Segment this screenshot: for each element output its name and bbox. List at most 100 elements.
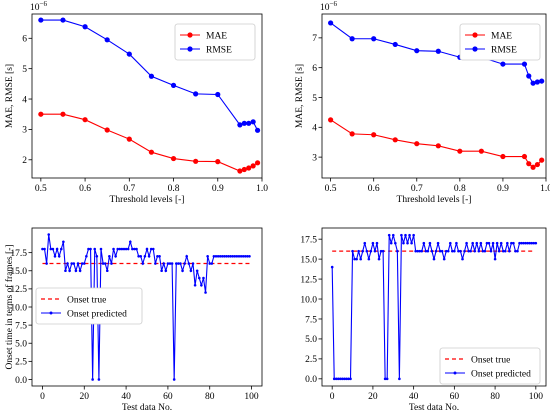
plot-frame	[321, 227, 547, 387]
data-point	[185, 254, 189, 258]
data-point	[347, 377, 350, 381]
data-point	[361, 249, 365, 253]
data-point	[435, 143, 441, 149]
data-point	[377, 257, 381, 261]
x-tick-label: 0.8	[454, 184, 466, 194]
series-rmse	[38, 17, 261, 133]
data-point	[154, 262, 157, 265]
data-point	[491, 241, 495, 245]
data-point	[508, 249, 511, 253]
data-point	[539, 78, 545, 84]
data-point	[105, 269, 109, 273]
data-point	[89, 247, 92, 251]
y-tick-label: 0.0	[15, 376, 27, 386]
x-tick-label: 0.9	[497, 184, 509, 194]
data-point	[453, 249, 456, 253]
data-point	[64, 269, 67, 273]
data-point	[135, 247, 138, 251]
data-point	[328, 20, 334, 26]
legend-label: Onset true	[471, 355, 510, 365]
data-point	[365, 249, 369, 253]
legend: MAE RMSE	[174, 23, 256, 61]
data-point	[82, 117, 88, 123]
data-point	[216, 254, 220, 258]
y-tick-label: 10.0	[300, 295, 317, 305]
x-tick-label: 80	[490, 392, 500, 402]
data-point	[349, 377, 352, 381]
data-point	[510, 241, 513, 245]
chart-4: 0 20 40 60 80 100 0.0 2.5 5.0 7.5 10.0 12.5 15.0 17.5…	[300, 227, 547, 410]
data-point	[204, 291, 207, 294]
data-point	[237, 254, 241, 258]
series-line	[330, 119, 543, 168]
data-point	[444, 249, 448, 253]
data-point	[82, 24, 88, 30]
y-tick-label: 6	[22, 35, 27, 45]
data-point	[76, 262, 80, 265]
data-point	[467, 249, 470, 253]
data-point	[455, 241, 458, 245]
x-tick-label: 1.0	[256, 184, 268, 194]
series-mae	[38, 111, 261, 174]
data-point	[243, 254, 247, 258]
data-point	[114, 254, 117, 258]
data-point	[477, 249, 481, 253]
y-tick-label: 0.0	[305, 375, 317, 385]
data-point	[398, 377, 401, 381]
y-axis-label: MAE, RMSE [s]	[5, 64, 15, 128]
data-point	[414, 249, 417, 253]
plot-frame	[321, 13, 547, 179]
data-point	[339, 377, 342, 381]
data-point	[227, 254, 230, 258]
data-point	[116, 247, 120, 251]
data-point	[70, 262, 74, 265]
data-point	[229, 254, 232, 258]
data-point	[534, 79, 540, 85]
x-tick-label: 100	[244, 392, 259, 402]
x-tick-label: 1.0	[540, 184, 550, 194]
data-point	[53, 254, 57, 258]
data-point	[131, 247, 134, 251]
data-point	[451, 249, 454, 253]
data-point	[371, 241, 375, 245]
legend-marker	[472, 46, 478, 52]
y-tick-label: 5.0	[305, 335, 317, 345]
data-point	[457, 148, 463, 154]
data-point	[499, 241, 503, 245]
y-tick-label: 4	[312, 124, 317, 134]
y-tick-label: 3	[22, 126, 27, 136]
data-point	[400, 233, 403, 237]
data-point	[349, 131, 355, 137]
data-point	[422, 241, 426, 245]
data-point	[210, 262, 214, 265]
data-point	[60, 17, 66, 23]
data-point	[239, 254, 243, 258]
x-tick-label: 0.7	[123, 184, 135, 194]
data-point	[371, 132, 377, 138]
data-point	[369, 249, 373, 253]
data-point	[197, 276, 201, 280]
data-point	[177, 262, 180, 265]
data-point	[341, 377, 344, 381]
data-point	[408, 233, 411, 237]
data-point	[78, 269, 82, 273]
data-point	[479, 241, 483, 245]
x-axis-label: Threshold levels [-]	[110, 195, 185, 205]
data-point	[237, 168, 243, 174]
data-point	[434, 249, 438, 253]
data-point	[206, 254, 209, 258]
data-point	[212, 254, 216, 258]
x-axis-label: Test data No.	[122, 403, 172, 410]
data-point	[51, 247, 55, 251]
data-point	[406, 241, 409, 245]
data-point	[195, 269, 199, 273]
data-point	[218, 254, 222, 258]
data-point	[487, 241, 491, 245]
data-point	[149, 247, 153, 251]
data-point	[528, 241, 532, 245]
data-point	[349, 36, 355, 42]
legend-box	[439, 347, 541, 385]
y-tick-label: 15.0	[10, 267, 27, 277]
y-tick-label: 2.5	[305, 355, 317, 365]
data-point	[522, 241, 525, 245]
